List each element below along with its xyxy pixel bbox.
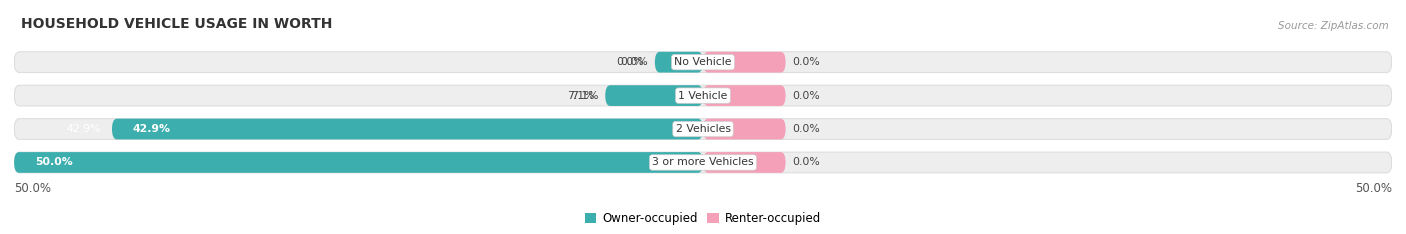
Text: 42.9%: 42.9% — [132, 124, 170, 134]
Text: 0.0%: 0.0% — [793, 124, 820, 134]
FancyBboxPatch shape — [655, 52, 703, 73]
Text: 50.0%: 50.0% — [1355, 182, 1392, 195]
Text: HOUSEHOLD VEHICLE USAGE IN WORTH: HOUSEHOLD VEHICLE USAGE IN WORTH — [21, 17, 332, 31]
FancyBboxPatch shape — [14, 119, 1392, 139]
FancyBboxPatch shape — [14, 152, 1392, 173]
Text: No Vehicle: No Vehicle — [675, 57, 731, 67]
Text: 0.0%: 0.0% — [793, 91, 820, 101]
Text: 0.0%: 0.0% — [616, 57, 644, 67]
Text: Source: ZipAtlas.com: Source: ZipAtlas.com — [1278, 21, 1389, 31]
FancyBboxPatch shape — [112, 119, 703, 139]
Text: 1 Vehicle: 1 Vehicle — [678, 91, 728, 101]
Text: 42.9%: 42.9% — [66, 124, 101, 134]
Text: 50.0%: 50.0% — [0, 157, 3, 168]
FancyBboxPatch shape — [703, 52, 786, 73]
FancyBboxPatch shape — [703, 85, 786, 106]
Text: 3 or more Vehicles: 3 or more Vehicles — [652, 157, 754, 168]
FancyBboxPatch shape — [14, 52, 1392, 73]
Text: 0.0%: 0.0% — [793, 57, 820, 67]
Text: 7.1%: 7.1% — [567, 91, 595, 101]
Text: 50.0%: 50.0% — [14, 182, 51, 195]
FancyBboxPatch shape — [14, 152, 703, 173]
Legend: Owner-occupied, Renter-occupied: Owner-occupied, Renter-occupied — [579, 208, 827, 230]
Text: 0.0%: 0.0% — [793, 157, 820, 168]
FancyBboxPatch shape — [703, 152, 786, 173]
FancyBboxPatch shape — [703, 119, 786, 139]
Text: 7.1%: 7.1% — [571, 91, 599, 101]
FancyBboxPatch shape — [605, 85, 703, 106]
Text: 2 Vehicles: 2 Vehicles — [675, 124, 731, 134]
Text: 50.0%: 50.0% — [35, 157, 73, 168]
FancyBboxPatch shape — [14, 85, 1392, 106]
Text: 0.0%: 0.0% — [620, 57, 648, 67]
